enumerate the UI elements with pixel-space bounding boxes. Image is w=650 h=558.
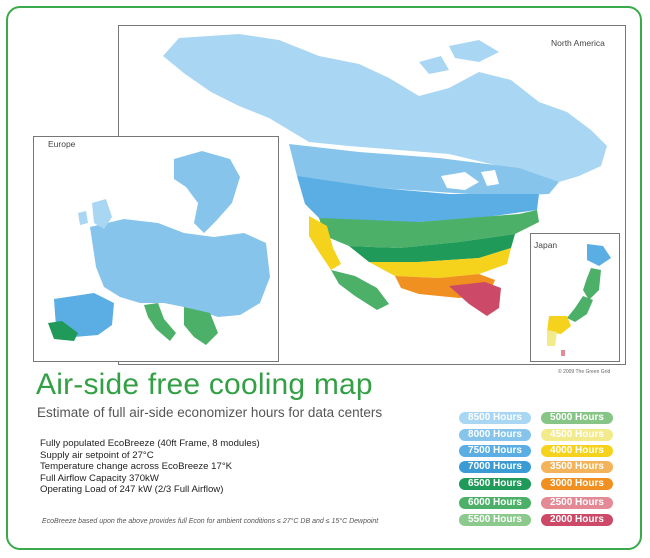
legend-item-3500: 3500 Hours bbox=[541, 461, 613, 473]
north-america-shape bbox=[163, 34, 607, 316]
legend-item-6500: 6500 Hours bbox=[459, 478, 531, 490]
legend-item-7000: 7000 Hours bbox=[459, 461, 531, 473]
japan-shape bbox=[547, 244, 611, 356]
legend-item-8500: 8500 Hours bbox=[459, 412, 531, 424]
footnote: EcoBreeze based upon the above provides … bbox=[42, 518, 379, 525]
japan-label: Japan bbox=[534, 240, 558, 250]
spec-list: Fully populated EcoBreeze (40ft Frame, 8… bbox=[40, 438, 260, 496]
europe-map: Europe bbox=[33, 136, 279, 362]
spec-item: Fully populated EcoBreeze (40ft Frame, 8… bbox=[40, 438, 260, 449]
legend-item-4500: 4500 Hours bbox=[541, 429, 613, 441]
legend-item-7500: 7500 Hours bbox=[459, 445, 531, 457]
legend-item-2000: 2000 Hours bbox=[541, 514, 613, 526]
europe-shape bbox=[48, 151, 270, 345]
spec-item: Full Airflow Capacity 370kW bbox=[40, 472, 159, 484]
north-america-label: North America bbox=[551, 38, 605, 48]
page-title: Air-side free cooling map bbox=[36, 368, 373, 401]
legend-item-2500: 2500 Hours bbox=[541, 497, 613, 509]
copyright-notice: © 2009 The Green Grid bbox=[558, 369, 611, 375]
legend-item-6000: 6000 Hours bbox=[459, 497, 531, 509]
page-frame bbox=[6, 6, 642, 550]
legend-item-8000: 8000 Hours bbox=[459, 429, 531, 441]
legend-item-3000: 3000 Hours bbox=[541, 478, 613, 490]
japan-map: Japan bbox=[530, 233, 620, 362]
legend-item-5000: 5000 Hours bbox=[541, 412, 613, 424]
spec-item: Operating Load of 247 kW (2/3 Full Airfl… bbox=[40, 484, 224, 496]
legend-item-5500: 5500 Hours bbox=[459, 514, 531, 526]
spec-item: Supply air setpoint of 27°C bbox=[40, 449, 154, 461]
spec-item: Temperature change across EcoBreeze 17°K bbox=[40, 461, 233, 473]
legend-item-4000: 4000 Hours bbox=[541, 445, 613, 457]
europe-label: Europe bbox=[48, 139, 76, 149]
page-subtitle: Estimate of full air-side economizer hou… bbox=[37, 405, 383, 420]
